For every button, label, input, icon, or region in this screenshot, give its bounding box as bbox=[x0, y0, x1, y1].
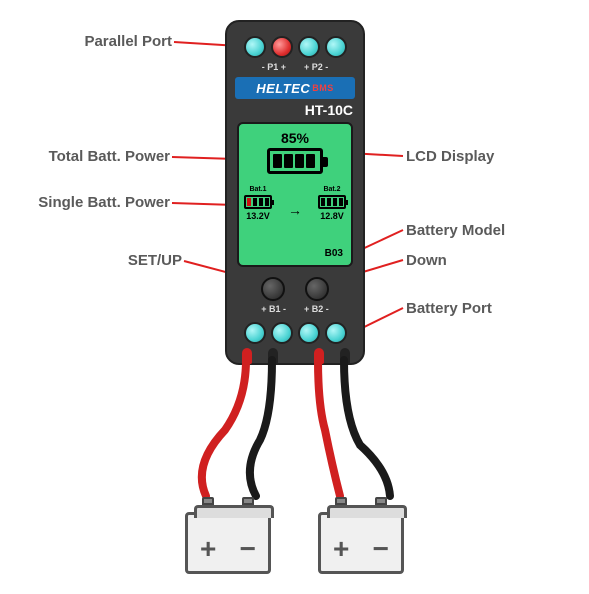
port-p2-pos[interactable] bbox=[298, 36, 320, 58]
set-up-button[interactable] bbox=[261, 277, 285, 301]
single-batt-row: Bat.1 13.2V → Bat.2 12.8V bbox=[239, 186, 351, 221]
brand-badge: HELTEC BMS bbox=[235, 77, 355, 99]
port-p2-neg[interactable] bbox=[325, 36, 347, 58]
minus-icon: − bbox=[373, 533, 389, 565]
bat2-voltage: 12.8V bbox=[316, 211, 348, 221]
battery-2-terminal-neg bbox=[375, 497, 387, 505]
p2-label: + P2 - bbox=[304, 62, 328, 72]
battery-1-terminal-pos bbox=[202, 497, 214, 505]
plus-icon: + bbox=[333, 533, 349, 565]
port-b2-neg[interactable] bbox=[325, 322, 347, 344]
label-set-up: SET/UP bbox=[122, 252, 182, 269]
label-parallel-port: Parallel Port bbox=[62, 33, 172, 50]
button-row bbox=[227, 277, 363, 301]
bat2-indicator: Bat.2 12.8V bbox=[316, 186, 348, 221]
plug-b2-neg bbox=[340, 348, 350, 364]
plus-icon: + bbox=[200, 533, 216, 565]
port-p1-neg[interactable] bbox=[244, 36, 266, 58]
b2-label: + B2 - bbox=[304, 304, 329, 314]
label-lcd-display: LCD Display bbox=[406, 148, 494, 165]
lcd-display: 85% Bat.1 13.2V → Bat.2 12.8V B03 bbox=[237, 122, 353, 267]
device-body: - P1 + + P2 - HELTEC BMS HT-10C 85% Bat.… bbox=[225, 20, 365, 365]
label-battery-model: Battery Model bbox=[406, 222, 505, 239]
label-total-batt-power: Total Batt. Power bbox=[30, 148, 170, 165]
label-down: Down bbox=[406, 252, 447, 269]
label-battery-port: Battery Port bbox=[406, 300, 492, 317]
brand-text: HELTEC bbox=[256, 81, 310, 96]
battery-2: + − bbox=[318, 512, 404, 574]
parallel-port-row bbox=[227, 36, 363, 58]
battery-port-row bbox=[227, 322, 363, 344]
battery-icon bbox=[267, 148, 323, 174]
model-number: HT-10C bbox=[305, 102, 353, 118]
lcd-percent: 85% bbox=[239, 130, 351, 146]
brand-suffix: BMS bbox=[312, 83, 334, 93]
p1-label: - P1 + bbox=[262, 62, 286, 72]
b1-label: + B1 - bbox=[261, 304, 286, 314]
bat1-label: Bat.1 bbox=[242, 186, 274, 193]
plug-b1-pos bbox=[242, 348, 252, 364]
label-single-batt-power: Single Batt. Power bbox=[20, 194, 170, 211]
plug-b2-pos bbox=[314, 348, 324, 364]
bat1-voltage: 13.2V bbox=[242, 211, 274, 221]
lcd-model-code: B03 bbox=[325, 248, 343, 259]
battery-1-terminal-neg bbox=[242, 497, 254, 505]
port-p1-pos[interactable] bbox=[271, 36, 293, 58]
parallel-port-labels: - P1 + + P2 - bbox=[227, 62, 363, 72]
arrow-icon: → bbox=[288, 202, 302, 218]
battery-port-labels: + B1 - + B2 - bbox=[227, 304, 363, 314]
minus-icon: − bbox=[240, 533, 256, 565]
battery-1: + − bbox=[185, 512, 271, 574]
bat1-indicator: Bat.1 13.2V bbox=[242, 186, 274, 221]
plug-b1-neg bbox=[268, 348, 278, 364]
port-b2-pos[interactable] bbox=[298, 322, 320, 344]
bat2-label: Bat.2 bbox=[316, 186, 348, 193]
port-b1-pos[interactable] bbox=[244, 322, 266, 344]
down-button[interactable] bbox=[305, 277, 329, 301]
port-b1-neg[interactable] bbox=[271, 322, 293, 344]
battery-2-terminal-pos bbox=[335, 497, 347, 505]
